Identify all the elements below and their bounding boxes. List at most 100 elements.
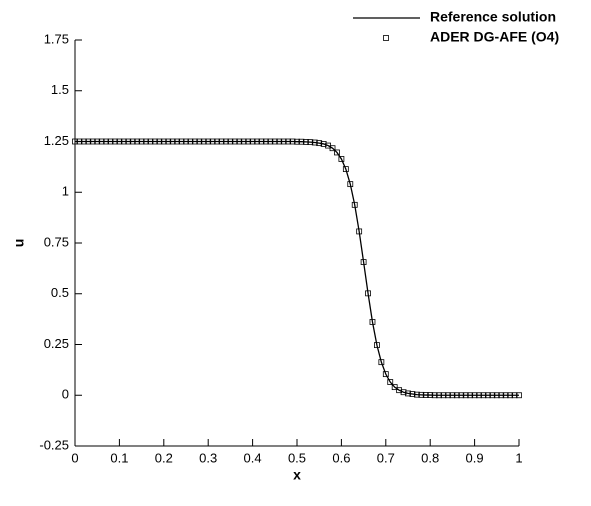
marker — [134, 138, 141, 145]
y-tick-label: 1.75 — [44, 31, 69, 46]
marker — [369, 319, 376, 325]
marker — [316, 140, 323, 147]
x-tick-label: 0.1 — [110, 450, 128, 465]
marker — [445, 392, 451, 399]
marker — [458, 392, 465, 399]
marker — [143, 138, 149, 145]
marker — [311, 139, 318, 146]
x-tick-label: 0.7 — [377, 450, 395, 465]
y-tick-label: 0.25 — [44, 336, 69, 351]
marker — [480, 392, 487, 399]
y-tick-label: 0.5 — [51, 285, 69, 300]
y-tick-label: 1.25 — [44, 133, 69, 148]
marker — [183, 138, 189, 145]
legend-marker — [383, 35, 389, 41]
marker — [72, 138, 78, 145]
marker — [338, 156, 345, 162]
marker — [502, 392, 509, 399]
marker — [493, 392, 500, 399]
marker — [391, 384, 398, 391]
marker — [196, 138, 203, 145]
marker — [147, 138, 154, 145]
marker — [152, 138, 158, 145]
marker — [98, 138, 105, 145]
y-tick-label: -0.25 — [39, 437, 69, 452]
marker — [187, 138, 194, 145]
marker — [120, 138, 127, 145]
marker — [165, 138, 172, 145]
marker — [205, 138, 212, 145]
marker — [160, 138, 167, 145]
marker — [489, 392, 496, 399]
x-tick-label: 0.2 — [155, 450, 173, 465]
marker — [449, 392, 456, 399]
marker — [485, 392, 491, 399]
marker — [209, 138, 216, 145]
marker — [200, 138, 207, 145]
marker — [174, 138, 181, 145]
marker — [169, 138, 176, 145]
marker — [116, 138, 123, 145]
x-tick-label: 0.4 — [244, 450, 262, 465]
marker — [240, 138, 247, 145]
legend-label: ADER DG-AFE (O4) — [430, 29, 559, 45]
x-tick-label: 0.9 — [466, 450, 484, 465]
marker — [249, 138, 256, 145]
marker — [378, 359, 385, 366]
marker — [89, 138, 96, 145]
marker — [236, 138, 243, 145]
marker — [125, 138, 132, 145]
marker — [271, 138, 278, 145]
marker — [214, 138, 220, 145]
marker — [342, 166, 349, 173]
marker — [440, 392, 447, 399]
marker — [129, 138, 136, 145]
marker — [254, 138, 260, 145]
y-axis-label: u — [11, 239, 27, 248]
marker — [76, 138, 83, 145]
marker — [298, 138, 305, 145]
marker — [231, 138, 238, 145]
marker — [360, 259, 367, 265]
marker — [471, 392, 478, 399]
x-tick-label: 0.6 — [332, 450, 350, 465]
marker — [405, 390, 411, 397]
marker — [516, 392, 522, 399]
marker — [320, 141, 327, 147]
y-tick-label: 0.75 — [44, 234, 69, 249]
marker — [347, 181, 354, 188]
marker — [511, 392, 518, 399]
marker — [285, 138, 292, 145]
marker — [462, 392, 469, 399]
marker — [382, 371, 389, 378]
marker — [258, 138, 265, 145]
marker — [294, 138, 300, 145]
marker — [356, 228, 363, 235]
marker — [431, 392, 438, 399]
marker — [436, 392, 442, 399]
marker — [400, 389, 407, 396]
legend-label: Reference solution — [430, 9, 556, 25]
marker — [467, 392, 474, 399]
marker — [112, 138, 118, 145]
marker — [107, 138, 114, 145]
marker — [227, 138, 234, 145]
marker — [307, 139, 314, 146]
marker — [427, 392, 434, 398]
x-tick-label: 0 — [71, 450, 78, 465]
marker — [103, 138, 109, 145]
marker — [351, 201, 358, 208]
marker — [156, 138, 163, 145]
x-tick-label: 0.3 — [199, 450, 217, 465]
marker — [498, 392, 505, 399]
marker — [94, 138, 101, 145]
marker — [85, 138, 92, 145]
marker — [245, 138, 252, 145]
marker — [178, 138, 185, 145]
marker — [80, 138, 87, 145]
marker — [280, 138, 287, 145]
marker — [453, 392, 460, 399]
marker — [374, 342, 380, 349]
x-tick-label: 0.8 — [421, 450, 439, 465]
